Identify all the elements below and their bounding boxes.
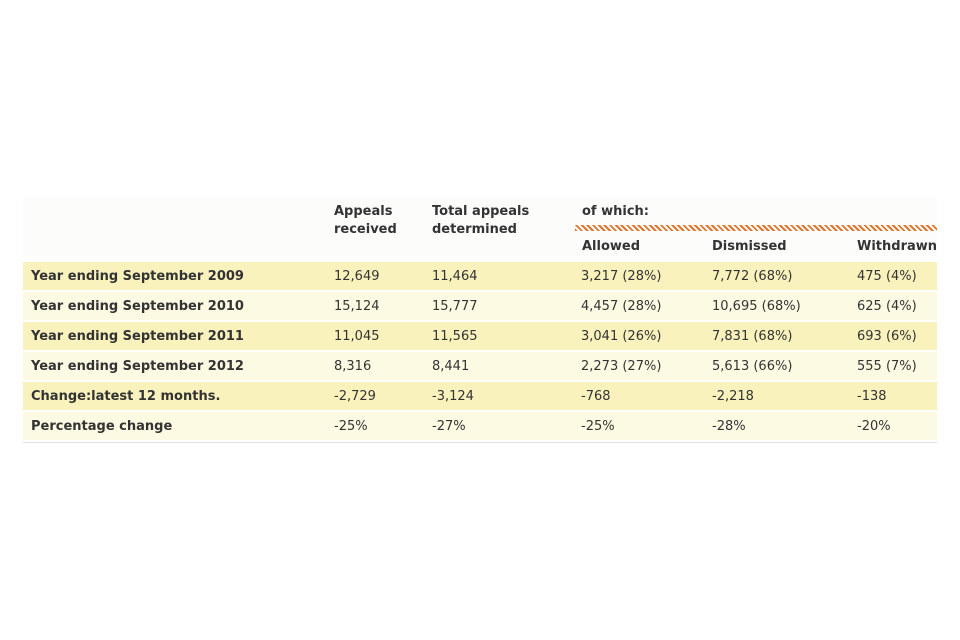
column-header-total-appeals-determined: Total appeals determined <box>432 204 530 237</box>
withdrawn-value: 475 (4%) <box>857 268 917 284</box>
appeals-determined-value: 8,441 <box>432 358 470 374</box>
dismissed-value: 7,772 (68%) <box>712 268 793 284</box>
row-label: Year ending September 2010 <box>31 298 244 314</box>
column-header-appeals-received: Appeals received <box>334 204 397 237</box>
of-which-hatched-divider <box>575 225 937 231</box>
column-header-dismissed: Dismissed <box>712 239 787 254</box>
dismissed-value: -28% <box>712 418 746 434</box>
table-row-year-2009: Year ending September 2009 12,649 11,464… <box>23 262 937 290</box>
column-group-header-of-which: of which: <box>582 204 649 219</box>
allowed-value: 2,273 (27%) <box>581 358 662 374</box>
appeals-determined-value: 11,565 <box>432 328 478 344</box>
allowed-value: -25% <box>581 418 615 434</box>
row-label: Percentage change <box>31 418 173 434</box>
table-row-change-latest: Change:latest 12 months. -2,729 -3,124 -… <box>23 382 937 410</box>
table-header: Appeals received Total appeals determine… <box>23 196 937 256</box>
appeals-received-value: 11,045 <box>334 328 380 344</box>
column-header-withdrawn: Withdrawn <box>857 239 938 254</box>
row-label: Change:latest 12 months. <box>31 388 221 404</box>
dismissed-value: -2,218 <box>712 388 754 404</box>
table-row-percentage-change: Percentage change -25% -27% -25% -28% -2… <box>23 412 937 440</box>
table-bottom-border <box>23 442 937 443</box>
row-label: Year ending September 2012 <box>31 358 244 374</box>
dismissed-value: 5,613 (66%) <box>712 358 793 374</box>
withdrawn-value: -138 <box>857 388 887 404</box>
table-body: Year ending September 2009 12,649 11,464… <box>23 262 937 440</box>
withdrawn-value: 555 (7%) <box>857 358 917 374</box>
appeals-received-value: -25% <box>334 418 368 434</box>
appeals-received-value: 15,124 <box>334 298 380 314</box>
appeals-determined-value: -27% <box>432 418 466 434</box>
withdrawn-value: 693 (6%) <box>857 328 917 344</box>
appeals-statistics-table: Appeals received Total appeals determine… <box>23 196 937 443</box>
allowed-value: 3,217 (28%) <box>581 268 662 284</box>
allowed-value: -768 <box>581 388 611 404</box>
appeals-received-value: 12,649 <box>334 268 380 284</box>
allowed-value: 3,041 (26%) <box>581 328 662 344</box>
table-row-year-2011: Year ending September 2011 11,045 11,565… <box>23 322 937 350</box>
withdrawn-value: -20% <box>857 418 891 434</box>
row-label: Year ending September 2011 <box>31 328 244 344</box>
allowed-value: 4,457 (28%) <box>581 298 662 314</box>
withdrawn-value: 625 (4%) <box>857 298 917 314</box>
appeals-determined-value: -3,124 <box>432 388 474 404</box>
appeals-determined-value: 15,777 <box>432 298 478 314</box>
table-row-year-2012: Year ending September 2012 8,316 8,441 2… <box>23 352 937 380</box>
column-header-allowed: Allowed <box>582 239 641 254</box>
appeals-determined-value: 11,464 <box>432 268 478 284</box>
dismissed-value: 10,695 (68%) <box>712 298 801 314</box>
appeals-received-value: 8,316 <box>334 358 372 374</box>
table-row-year-2010: Year ending September 2010 15,124 15,777… <box>23 292 937 320</box>
row-label: Year ending September 2009 <box>31 268 244 284</box>
appeals-received-value: -2,729 <box>334 388 376 404</box>
dismissed-value: 7,831 (68%) <box>712 328 793 344</box>
